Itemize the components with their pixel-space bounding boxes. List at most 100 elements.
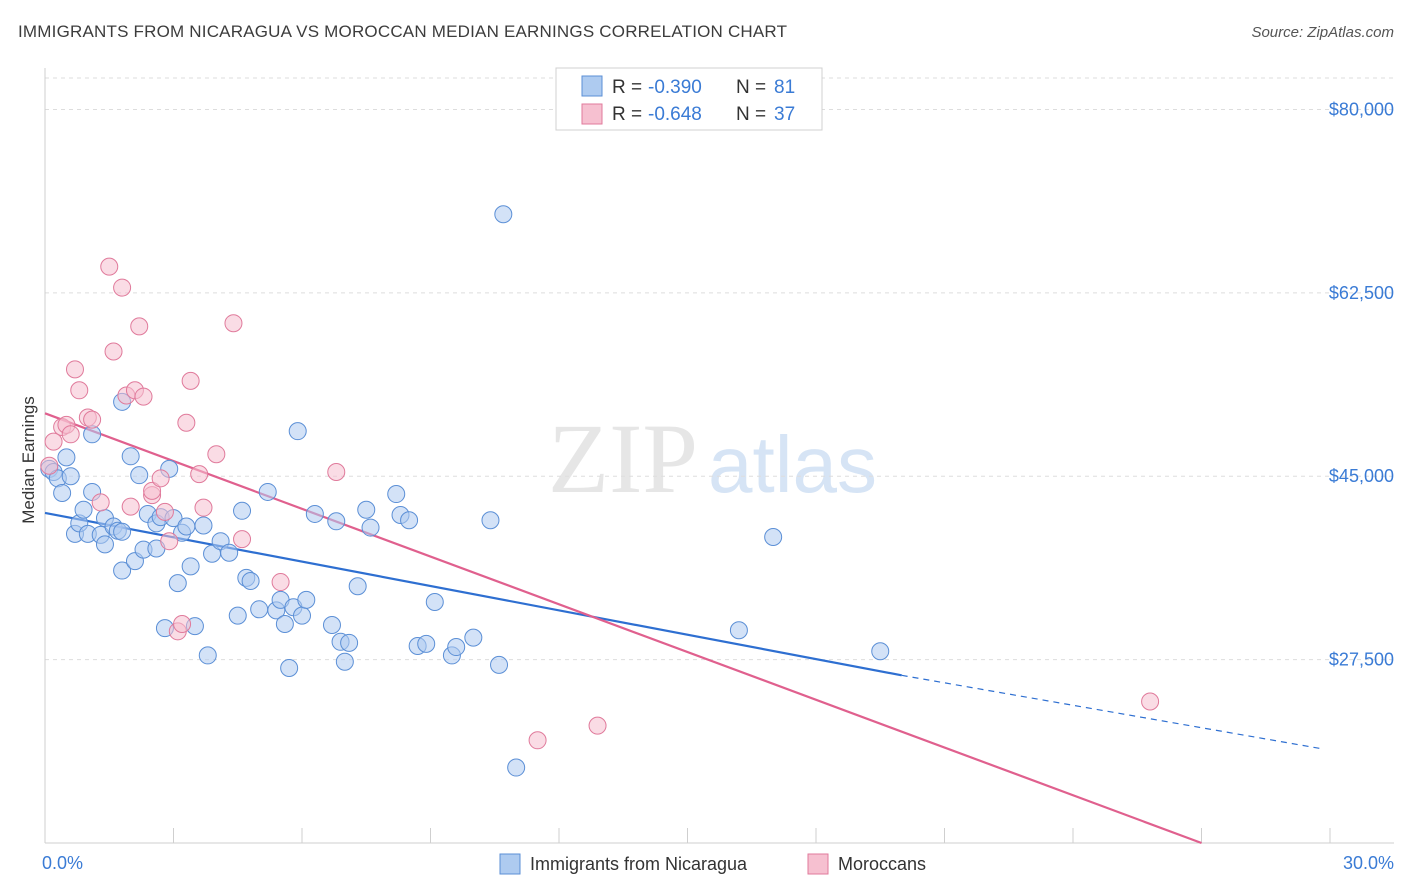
point-pink-1 bbox=[44, 432, 63, 451]
point-blue-64 bbox=[387, 485, 406, 504]
point-blue-76 bbox=[507, 758, 526, 777]
point-blue-60 bbox=[340, 633, 359, 652]
watermark-atlas: atlas bbox=[708, 420, 877, 509]
legend-swatch-pink bbox=[581, 103, 603, 125]
point-blue-5 bbox=[61, 467, 80, 486]
point-blue-45 bbox=[250, 600, 269, 619]
point-blue-63 bbox=[361, 518, 380, 537]
point-pink-16 bbox=[130, 317, 149, 336]
y-tick-label-2: $45,000 bbox=[1329, 466, 1394, 486]
point-pink-34 bbox=[528, 731, 547, 750]
point-blue-31 bbox=[168, 574, 187, 593]
point-blue-74 bbox=[490, 655, 509, 674]
point-blue-79 bbox=[871, 642, 890, 661]
point-pink-27 bbox=[190, 465, 209, 484]
y-tick-label-1: $62,500 bbox=[1329, 283, 1394, 303]
point-pink-8 bbox=[83, 410, 102, 429]
trend-line-pink bbox=[44, 412, 1202, 845]
point-blue-46 bbox=[258, 482, 277, 501]
point-blue-73 bbox=[481, 511, 500, 530]
point-blue-77 bbox=[729, 621, 748, 640]
legend-r-label-blue: R = bbox=[612, 77, 642, 98]
point-blue-69 bbox=[425, 592, 444, 611]
correlation-legend: R = -0.390 N = 81 R = -0.648 N = 37 bbox=[555, 67, 823, 131]
point-blue-56 bbox=[322, 616, 341, 635]
point-blue-55 bbox=[305, 504, 324, 523]
point-pink-28 bbox=[194, 498, 213, 517]
legend-r-value-pink: -0.648 bbox=[648, 104, 702, 125]
point-blue-34 bbox=[181, 557, 200, 576]
point-pink-14 bbox=[121, 497, 140, 516]
legend-r-label-pink: R = bbox=[612, 104, 642, 125]
legend-n-label-blue: N = bbox=[736, 77, 766, 98]
series-legend-label-nicaragua: Immigrants from Nicaragua bbox=[530, 854, 748, 874]
watermark-zip: ZIP bbox=[548, 403, 698, 514]
point-pink-6 bbox=[70, 381, 89, 400]
point-pink-12 bbox=[113, 278, 132, 297]
y-tick-label-0: $80,000 bbox=[1329, 99, 1394, 119]
point-pink-35 bbox=[588, 716, 607, 735]
trend-lines bbox=[44, 412, 1322, 845]
legend-n-value-pink: 37 bbox=[774, 104, 795, 125]
legend-r-value-blue: -0.390 bbox=[648, 77, 702, 98]
point-blue-37 bbox=[198, 646, 217, 665]
point-blue-36 bbox=[194, 516, 213, 535]
y-tick-labels: $80,000 $62,500 $45,000 $27,500 bbox=[1329, 99, 1394, 669]
point-blue-68 bbox=[417, 634, 436, 653]
point-pink-26 bbox=[181, 371, 200, 390]
legend-n-value-blue: 81 bbox=[774, 77, 795, 98]
point-pink-11 bbox=[104, 342, 123, 361]
point-blue-17 bbox=[113, 561, 132, 580]
trend-line-blue bbox=[44, 511, 902, 677]
point-pink-24 bbox=[173, 614, 192, 633]
point-blue-44 bbox=[241, 572, 260, 591]
point-pink-19 bbox=[143, 481, 162, 500]
point-pink-9 bbox=[91, 493, 110, 512]
point-pink-29 bbox=[207, 445, 226, 464]
chart-source: Source: ZipAtlas.com bbox=[1251, 24, 1394, 41]
point-blue-3 bbox=[53, 483, 72, 502]
point-blue-61 bbox=[348, 577, 367, 596]
point-pink-33 bbox=[327, 463, 346, 482]
point-blue-42 bbox=[233, 501, 252, 520]
point-pink-17 bbox=[134, 387, 153, 406]
point-pink-22 bbox=[160, 532, 179, 551]
point-blue-54 bbox=[297, 590, 316, 609]
data-points bbox=[40, 205, 1160, 777]
point-blue-20 bbox=[121, 447, 140, 466]
y-tick-label-3: $27,500 bbox=[1329, 650, 1394, 670]
point-blue-71 bbox=[447, 638, 466, 657]
point-blue-8 bbox=[74, 500, 93, 519]
point-blue-13 bbox=[95, 535, 114, 554]
point-blue-62 bbox=[357, 500, 376, 519]
point-pink-32 bbox=[271, 573, 290, 592]
trend-line-blue-extension bbox=[901, 674, 1322, 750]
point-pink-31 bbox=[233, 530, 252, 549]
y-axis-title: Median Earnings bbox=[19, 396, 38, 524]
series-legend-swatch-nicaragua bbox=[499, 853, 521, 875]
point-pink-21 bbox=[155, 502, 174, 521]
series-legend: Immigrants from Nicaragua Moroccans bbox=[499, 853, 926, 875]
legend-swatch-blue bbox=[581, 75, 603, 97]
point-pink-5 bbox=[65, 360, 84, 379]
point-blue-41 bbox=[228, 606, 247, 625]
point-pink-4 bbox=[61, 425, 80, 444]
x-tick-label-max: 30.0% bbox=[1343, 853, 1394, 873]
point-pink-36 bbox=[1141, 692, 1160, 711]
point-blue-4 bbox=[57, 448, 76, 467]
point-blue-53 bbox=[293, 606, 311, 625]
point-pink-0 bbox=[40, 456, 59, 475]
legend-n-label-pink: N = bbox=[736, 104, 766, 125]
point-blue-78 bbox=[764, 528, 783, 546]
point-blue-72 bbox=[464, 628, 483, 647]
series-legend-label-moroccans: Moroccans bbox=[838, 854, 926, 874]
point-blue-40 bbox=[220, 543, 239, 562]
point-pink-30 bbox=[224, 314, 243, 333]
point-blue-18 bbox=[113, 522, 132, 541]
x-tick-label-min: 0.0% bbox=[42, 853, 83, 873]
point-pink-10 bbox=[100, 257, 119, 276]
point-pink-25 bbox=[177, 413, 196, 432]
series-legend-swatch-moroccans bbox=[807, 853, 829, 875]
axes bbox=[44, 68, 1394, 844]
